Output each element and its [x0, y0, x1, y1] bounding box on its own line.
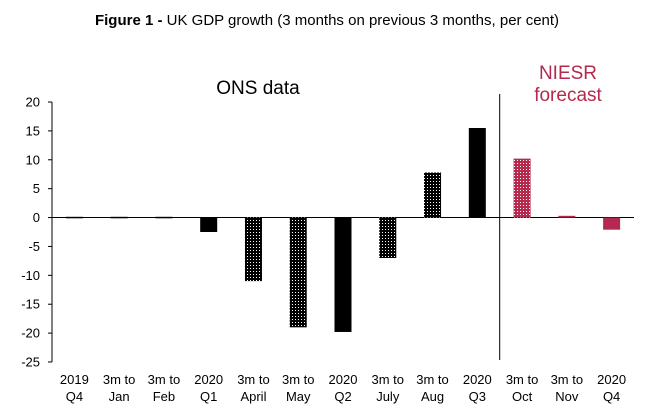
x-tick-label: Q1	[200, 389, 217, 404]
bar	[334, 217, 352, 332]
y-tick-label: 5	[33, 181, 40, 196]
x-tick-label: Feb	[153, 389, 175, 404]
bar	[244, 217, 262, 282]
x-tick-label: Nov	[555, 389, 579, 404]
bar	[558, 215, 576, 218]
niesr-annotation-line1: NIESR	[539, 63, 597, 84]
bar	[155, 216, 173, 219]
bar	[289, 217, 307, 328]
y-tick-label: -5	[28, 239, 40, 254]
bar	[200, 217, 218, 232]
x-tick-label: 2020	[194, 372, 223, 387]
x-tick-label: 3m to	[416, 372, 449, 387]
x-tick-label: 2020	[597, 372, 626, 387]
x-tick-label: 2020	[329, 372, 358, 387]
axes: 20 15 10 5 0 -5 -10 -15 -20 -25 2019 Q4 3m to Jan 3m t…	[21, 94, 634, 404]
bar	[468, 128, 486, 218]
y-tick-label: -20	[21, 326, 40, 341]
x-tick-label: Aug	[421, 389, 444, 404]
y-tick-label: 0	[33, 210, 40, 225]
x-tick-label: Oct	[512, 389, 533, 404]
x-tick-label: 2020	[463, 372, 492, 387]
x-tick-label: 3m to	[148, 372, 181, 387]
chart-title: Figure 1 - UK GDP growth (3 months on pr…	[0, 12, 654, 29]
x-tick-label: 3m to	[551, 372, 584, 387]
bar	[424, 172, 442, 218]
y-tick-label: 15	[26, 123, 40, 138]
bar	[513, 158, 531, 218]
y-tick-label: -25	[21, 355, 40, 370]
x-tick-label: July	[376, 389, 400, 404]
x-tick-label: Q2	[334, 389, 351, 404]
chart-title-text: UK GDP growth (3 months on previous 3 mo…	[166, 12, 560, 29]
x-tick-label: April	[240, 389, 266, 404]
chart-title-prefix: Figure 1 -	[94, 12, 163, 29]
x-tick-label: 3m to	[282, 372, 315, 387]
ons-data-annotation: ONS data	[216, 78, 300, 99]
x-tick-label: Q3	[469, 389, 486, 404]
bar	[603, 217, 621, 230]
x-tick-label: 2019	[60, 372, 89, 387]
x-tick-label: Q4	[66, 389, 83, 404]
x-tick-label: May	[286, 389, 311, 404]
x-tick-label: Q4	[603, 389, 620, 404]
y-tick-label: 20	[26, 95, 40, 110]
bars	[65, 128, 621, 332]
y-tick-label: 10	[26, 152, 40, 167]
x-tick-label: 3m to	[372, 372, 405, 387]
x-tick-label: Jan	[109, 389, 130, 404]
x-tick-label: 3m to	[103, 372, 136, 387]
bar	[110, 216, 128, 219]
bar	[379, 217, 397, 258]
y-tick-label: -10	[21, 268, 40, 283]
y-tick-label: -15	[21, 297, 40, 312]
x-tick-label: 3m to	[506, 372, 539, 387]
bar	[65, 216, 83, 219]
niesr-annotation-line2: forecast	[534, 85, 602, 106]
x-tick-label: 3m to	[237, 372, 270, 387]
